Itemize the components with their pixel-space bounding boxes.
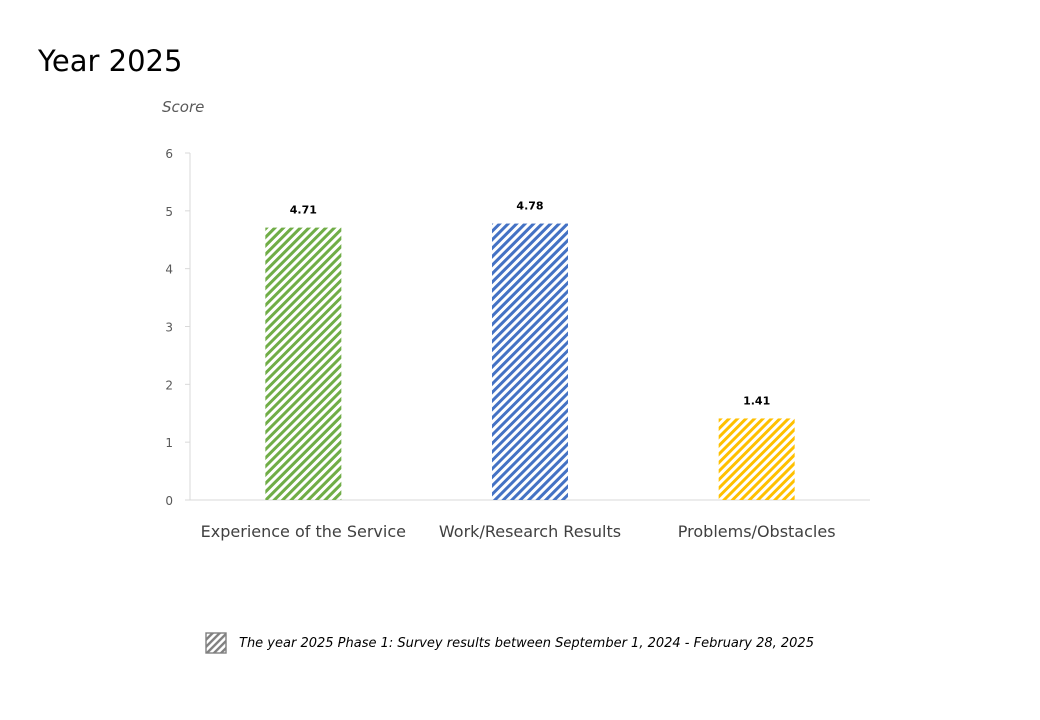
page-title: Year 2025 [38, 44, 183, 78]
bar [492, 223, 568, 500]
data-label: 4.78 [516, 200, 543, 213]
legend-label: The year 2025 Phase 1: Survey results be… [239, 635, 814, 651]
y-tick-label: 2 [165, 378, 173, 392]
bar [718, 418, 795, 500]
bar [265, 227, 342, 501]
y-tick-label: 0 [165, 494, 173, 508]
x-tick-label: Experience of the Service [201, 522, 406, 541]
y-tick-label: 4 [165, 263, 173, 277]
striped-swatch-icon [205, 632, 227, 654]
y-tick-label: 5 [165, 205, 173, 219]
chart-legend: The year 2025 Phase 1: Survey results be… [205, 632, 814, 654]
bar-chart: Score 0 1 2 3 4 5 6 4.71 Experience of the Servic… [162, 98, 870, 541]
x-tick-label: Work/Research Results [439, 522, 621, 541]
data-label: 4.71 [290, 204, 317, 217]
y-axis-label: Score [162, 98, 204, 116]
y-tick-label: 3 [165, 321, 173, 335]
y-tick-label: 1 [165, 436, 173, 450]
x-tick-label: Problems/Obstacles [678, 522, 836, 541]
y-tick-label: 6 [165, 147, 173, 161]
data-label: 1.41 [743, 394, 770, 407]
